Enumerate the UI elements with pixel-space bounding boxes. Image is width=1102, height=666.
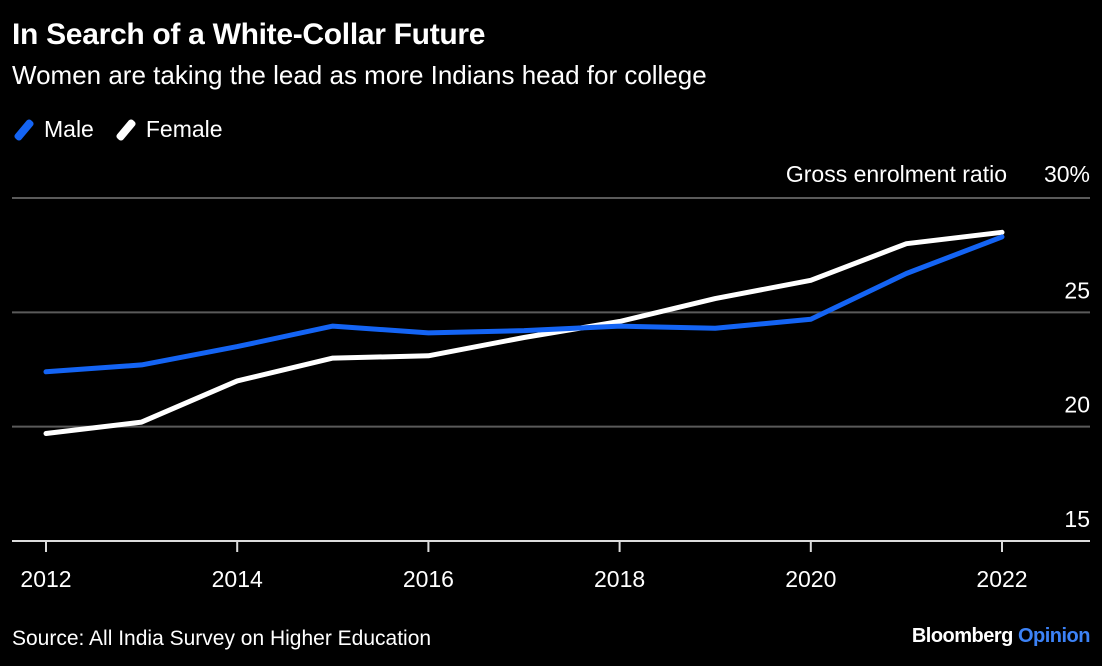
y-tick-label-20: 20 (1064, 392, 1090, 418)
legend-item-female: Female (115, 116, 223, 143)
y-tick-label-25: 25 (1064, 277, 1090, 303)
legend-label-male: Male (44, 116, 94, 142)
y-axis-title: Gross enrolment ratio (786, 161, 1007, 187)
brand-accent: Opinion (1017, 625, 1091, 647)
chart-subtitle: Women are taking the lead as more Indian… (12, 60, 707, 90)
x-tick-label-2014: 2014 (212, 566, 263, 592)
brand-logo: Bloomberg Opinion (911, 625, 1091, 648)
brand-main: Bloomberg (911, 625, 1014, 647)
legend-item-male: Male (13, 116, 94, 143)
legend: Male Female (13, 116, 245, 143)
series-line-male (43, 234, 1005, 375)
x-tick-label-2022: 2022 (976, 566, 1027, 592)
x-tick-label-2012: 2012 (20, 566, 71, 592)
source-note: Source: All India Survey on Higher Educa… (12, 627, 432, 650)
x-tick-label-2020: 2020 (785, 566, 836, 592)
y-tick-label-15: 15 (1064, 506, 1090, 532)
series-line-female (43, 229, 1005, 436)
y-tick-label-30: 30% (1044, 161, 1090, 187)
legend-label-female: Female (145, 116, 223, 142)
x-tick-label-2018: 2018 (594, 566, 645, 592)
x-tick-label-2016: 2016 (403, 566, 454, 592)
chart-title: In Search of a White-Collar Future (12, 18, 486, 51)
